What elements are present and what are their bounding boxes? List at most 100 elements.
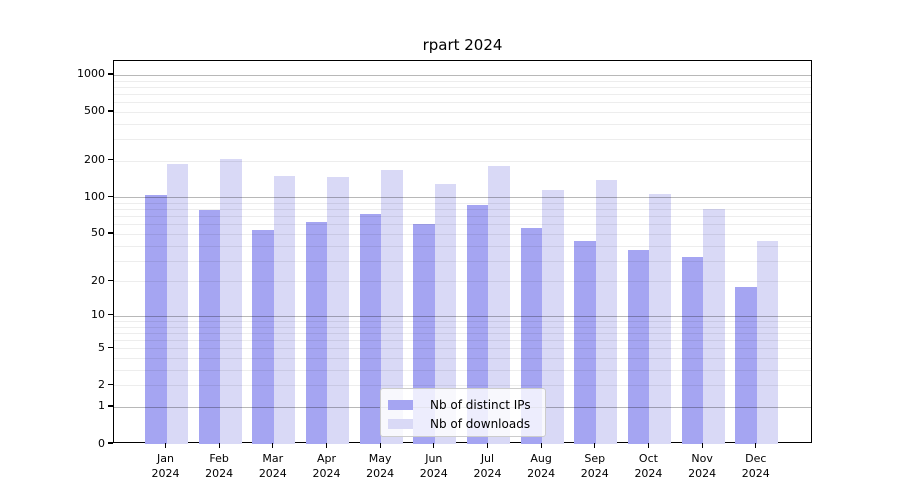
y-tick-label-100: 100 (84, 189, 105, 203)
x-tick-mark-jun (433, 443, 435, 448)
x-tick-mark-oct (647, 443, 650, 448)
gridline-minor-5 (114, 348, 811, 350)
y-tick-label-5: 5 (98, 340, 105, 354)
gridline-minor-700 (114, 93, 811, 95)
bar-distinct-ips-sep (574, 240, 596, 444)
y-tick-label-20: 20 (91, 273, 105, 287)
legend: Nb of distinct IPs Nb of downloads (380, 388, 546, 437)
y-tick-mark-100 (108, 195, 113, 198)
x-tick-mark-mar (272, 443, 274, 448)
x-tick-label-dec: Dec 2024 (741, 452, 770, 480)
gridline-minor-40 (114, 245, 811, 247)
y-tick-label-1000: 1000 (77, 67, 105, 81)
y-tick-label-0: 0 (98, 436, 105, 450)
x-tick-mark-jan (164, 443, 167, 448)
y-tick-mark-10 (108, 314, 113, 316)
plot-area: Nb of distinct IPs Nb of downloads (113, 60, 812, 444)
gridline-minor-500 (114, 111, 811, 113)
grid-layer (114, 61, 811, 442)
x-tick-label-sep: Sep 2024 (580, 452, 609, 480)
x-tick-mark-dec (755, 443, 757, 448)
bar-downloads-dec (756, 240, 779, 444)
y-tick-mark-1 (108, 405, 113, 407)
y-tick-mark-20 (108, 279, 113, 281)
y-tick-mark-5 (108, 346, 113, 348)
x-tick-mark-sep (594, 443, 596, 448)
x-tick-label-feb: Feb 2024 (205, 452, 234, 480)
bar-downloads-mar (273, 175, 296, 444)
gridline-minor-8 (114, 326, 811, 328)
y-tick-label-1: 1 (98, 399, 105, 413)
legend-swatch-downloads (388, 419, 413, 429)
bars-layer (114, 61, 811, 444)
x-tick-label-apr: Apr 2024 (312, 452, 341, 480)
y-tick-label-500: 500 (84, 104, 105, 118)
gridline-major-1000 (114, 74, 811, 76)
x-tick-label-mar: Mar 2024 (258, 452, 287, 480)
bar-distinct-ips-jan (145, 195, 167, 444)
x-tick-mark-nov (701, 443, 703, 448)
gridline-minor-30 (114, 260, 811, 262)
gridline-minor-900 (114, 80, 811, 82)
bar-downloads-nov (703, 209, 725, 444)
bar-downloads-apr (327, 176, 349, 444)
bar-distinct-ips-may (359, 214, 382, 444)
gridline-minor-6 (114, 340, 811, 342)
x-tick-mark-jul (486, 443, 489, 448)
bar-distinct-ips-jul (466, 204, 489, 444)
y-tick-mark-2 (108, 383, 113, 385)
y-tick-label-50: 50 (91, 226, 105, 240)
y-tick-mark-500 (108, 110, 113, 112)
gridline-minor-90 (114, 203, 811, 205)
gridline-minor-9 (114, 321, 811, 322)
bar-downloads-jun (434, 184, 457, 444)
y-tick-mark-200 (108, 159, 113, 161)
legend-row-distinct-ips: Nb of distinct IPs (387, 396, 537, 414)
chart-title: rpart 2024 (422, 36, 503, 54)
bar-downloads-jan (166, 163, 188, 444)
x-tick-mark-feb (218, 443, 220, 448)
bar-downloads-feb (220, 158, 242, 444)
y-tick-mark-1000 (108, 73, 113, 75)
gridline-minor-400 (114, 123, 811, 125)
gridline-minor-800 (114, 86, 811, 88)
bar-downloads-oct (649, 193, 671, 444)
gridline-minor-200 (114, 160, 811, 162)
gridline-minor-60 (114, 224, 811, 226)
y-tick-label-10: 10 (91, 308, 105, 322)
gridline-minor-20 (114, 281, 811, 283)
gridline-minor-50 (114, 233, 811, 235)
bar-distinct-ips-nov (681, 257, 704, 444)
legend-swatch-distinct-ips (388, 400, 413, 410)
bar-downloads-aug (542, 190, 564, 444)
bar-downloads-may (381, 169, 403, 444)
gridline-minor-80 (114, 209, 811, 211)
gridline-minor-70 (114, 216, 811, 218)
bar-distinct-ips-mar (252, 229, 274, 444)
x-tick-mark-apr (325, 443, 328, 448)
gridline-major-100 (114, 197, 811, 199)
y-tick-label-200: 200 (84, 153, 105, 167)
bar-downloads-sep (595, 179, 618, 444)
bar-downloads-jul (488, 165, 510, 444)
gridline-minor-2 (114, 385, 811, 387)
legend-row-downloads: Nb of downloads (387, 415, 537, 433)
gridline-minor-300 (114, 139, 811, 141)
x-tick-label-nov: Nov 2024 (688, 452, 717, 480)
y-tick-mark-0 (108, 442, 113, 444)
bar-distinct-ips-dec (735, 286, 757, 444)
x-tick-label-jan: Jan 2024 (151, 452, 180, 480)
gridline-minor-4 (114, 358, 811, 360)
x-tick-label-jun: Jun 2024 (419, 452, 448, 480)
bar-distinct-ips-apr (305, 221, 328, 444)
x-tick-label-aug: Aug 2024 (527, 452, 556, 480)
y-tick-label-2: 2 (98, 377, 105, 391)
x-tick-label-oct: Oct 2024 (634, 452, 663, 480)
y-tick-mark-50 (108, 232, 113, 234)
x-tick-mark-may (379, 443, 381, 448)
gridline-minor-600 (114, 102, 811, 104)
gridline-major-10 (114, 315, 811, 317)
gridline-minor-3 (114, 369, 811, 371)
bar-distinct-ips-oct (627, 249, 650, 444)
